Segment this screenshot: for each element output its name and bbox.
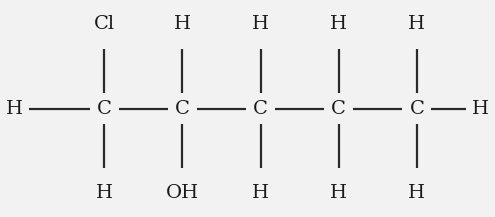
Text: H: H — [330, 184, 347, 202]
Text: H: H — [472, 100, 489, 117]
Text: C: C — [409, 100, 424, 117]
Text: C: C — [331, 100, 346, 117]
Text: C: C — [97, 100, 112, 117]
Text: H: H — [252, 184, 269, 202]
Text: OH: OH — [166, 184, 199, 202]
Text: Cl: Cl — [94, 15, 115, 33]
Text: C: C — [253, 100, 268, 117]
Text: H: H — [96, 184, 113, 202]
Text: H: H — [330, 15, 347, 33]
Text: H: H — [6, 100, 23, 117]
Text: C: C — [175, 100, 190, 117]
Text: H: H — [252, 15, 269, 33]
Text: H: H — [174, 15, 191, 33]
Text: H: H — [408, 15, 425, 33]
Text: H: H — [408, 184, 425, 202]
